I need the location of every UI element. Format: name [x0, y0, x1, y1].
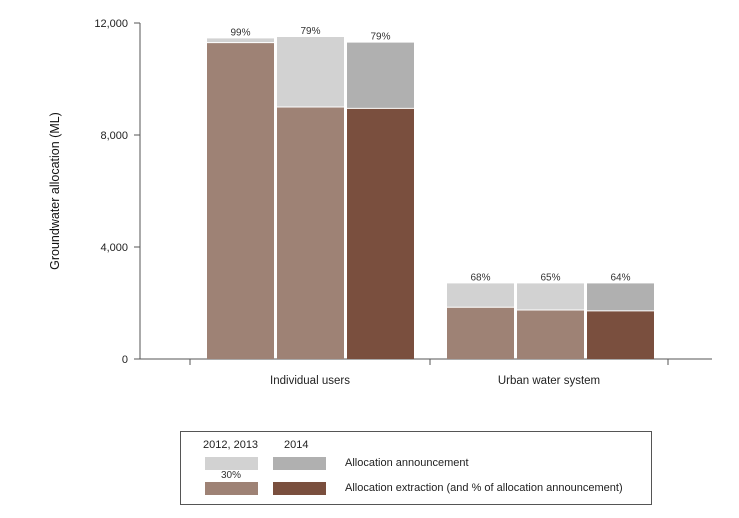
y-axis-title: Groundwater allocation (ML): [48, 112, 62, 270]
x-category-label: Individual users: [270, 375, 350, 387]
y-tick-label: 12,000: [94, 18, 128, 30]
bars-layer: 99% 79% 79% 68% 65% 64%: [207, 26, 654, 360]
bar-percent-label: 65%: [540, 272, 560, 283]
category-labels: Individual users Urban water system: [270, 375, 600, 387]
bar-extraction: [207, 42, 274, 359]
y-tick-label: 0: [122, 354, 128, 366]
legend: 2012, 2013 2014 Allocation announcement …: [180, 431, 652, 505]
chart-canvas: Groundwater allocation (ML) 0 4,000 8,000 1…: [48, 18, 712, 387]
bar-percent-label: 64%: [610, 272, 630, 283]
bar-extraction: [447, 307, 514, 359]
legend-label-announcement: Allocation announcement: [345, 457, 469, 469]
bar-extraction: [277, 107, 344, 359]
bar-percent-label: 79%: [370, 32, 390, 43]
bar-percent-label: 79%: [300, 26, 320, 37]
bar-percent-label: 68%: [470, 272, 490, 283]
y-tick-label: 4,000: [100, 242, 128, 254]
legend-swatch-announcement-2012-2013: [205, 457, 258, 470]
x-category-label: Urban water system: [498, 375, 600, 387]
bar-extraction: [587, 310, 654, 359]
legend-swatch-extraction-2014: [273, 482, 326, 495]
bar-extraction: [347, 108, 414, 360]
legend-label-extraction: Allocation extraction (and % of allocati…: [345, 482, 623, 494]
bar-percent-label: 99%: [230, 27, 250, 38]
legend-swatch-extraction-2012-2013: [205, 482, 258, 495]
bar-extraction: [517, 310, 584, 359]
y-tick-label: 8,000: [100, 130, 128, 142]
x-ticks: [189, 359, 669, 365]
legend-header-2014: 2014: [284, 439, 309, 451]
y-ticks: 0 4,000 8,000 12,000: [94, 18, 140, 366]
legend-header-2012-2013: 2012, 2013: [203, 439, 259, 451]
legend-sample-percent: 30%: [221, 470, 242, 481]
legend-swatch-announcement-2014: [273, 457, 326, 470]
